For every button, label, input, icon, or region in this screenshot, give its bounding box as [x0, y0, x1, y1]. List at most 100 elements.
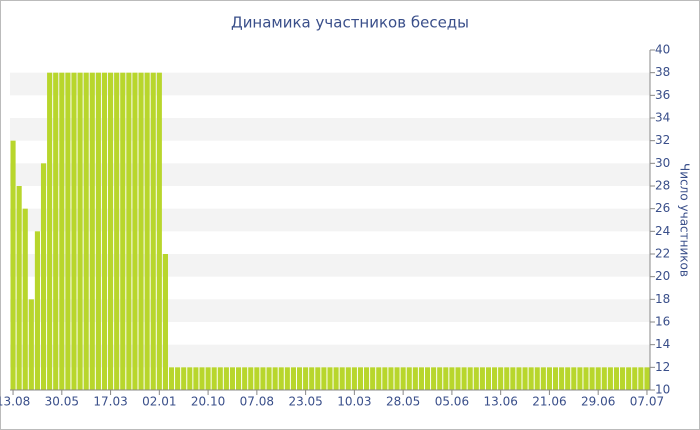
x-tick-label: 30.05 [45, 395, 79, 409]
grid-band [10, 72, 650, 96]
y-tick-label: 22 [655, 247, 670, 261]
bar [620, 367, 626, 390]
bar [552, 367, 559, 390]
bar [193, 367, 199, 390]
bar [321, 367, 327, 390]
x-tick-label: 07.07 [630, 395, 664, 409]
bar [47, 72, 53, 391]
bar [559, 367, 565, 390]
bar [394, 367, 400, 390]
bar [327, 367, 333, 390]
y-tick-label: 14 [655, 337, 670, 351]
bar [108, 72, 114, 391]
bar [303, 367, 309, 390]
bar [114, 72, 120, 391]
bar [168, 367, 175, 390]
bar [467, 367, 473, 390]
bar [638, 367, 644, 390]
bar [370, 367, 376, 390]
bar [150, 72, 156, 391]
y-tick-label: 36 [655, 88, 670, 102]
bar [28, 299, 34, 390]
bar [223, 367, 229, 390]
y-tick-label: 10 [655, 383, 670, 397]
bar [284, 367, 290, 390]
x-tick-label: 07.08 [240, 395, 274, 409]
bar [229, 367, 236, 390]
bar [498, 367, 504, 390]
bar [53, 72, 59, 391]
y-tick-label: 16 [655, 315, 670, 329]
x-tick-label: 10.03 [337, 395, 371, 409]
bar [473, 367, 479, 390]
y-tick-label: 32 [655, 133, 670, 147]
bar [595, 367, 601, 390]
y-tick-label: 20 [655, 269, 670, 283]
bar [534, 367, 540, 390]
bar [16, 186, 22, 390]
x-tick-label: 23.05 [288, 395, 322, 409]
chart-title: Динамика участников беседы [231, 14, 469, 32]
bar [278, 367, 284, 390]
bar [522, 367, 528, 390]
bar [485, 367, 492, 390]
bar [59, 72, 65, 391]
bar [211, 367, 217, 390]
bar [601, 367, 607, 390]
bar [77, 72, 83, 391]
bar [260, 367, 266, 390]
bar [455, 367, 461, 390]
bar [162, 254, 168, 390]
bar [333, 367, 339, 390]
x-tick-label: 13.06 [483, 395, 517, 409]
bar [126, 72, 132, 391]
bar [95, 72, 101, 391]
bar [510, 367, 516, 390]
bar [132, 72, 138, 391]
bar [205, 367, 211, 390]
bar [89, 72, 95, 391]
bar [412, 367, 418, 390]
bar [34, 231, 40, 390]
bar [449, 367, 455, 390]
bar [382, 367, 388, 390]
bar [187, 367, 193, 390]
bar [461, 367, 467, 390]
x-tick-label: 21.06 [532, 395, 566, 409]
bar [577, 367, 583, 390]
bar [181, 367, 187, 390]
bar [345, 367, 351, 390]
y-axis-title: Число участников [678, 163, 692, 277]
bar [431, 367, 437, 390]
bar [376, 367, 382, 390]
x-tick-label: 05.06 [435, 395, 469, 409]
bar [138, 72, 144, 391]
bar [315, 367, 321, 390]
bar [101, 72, 108, 391]
y-tick-label: 40 [655, 43, 670, 57]
y-tick-label: 12 [655, 360, 670, 374]
bar [272, 367, 278, 390]
bar [71, 72, 77, 391]
bar [406, 367, 412, 390]
grid-band [10, 118, 650, 141]
bar [357, 367, 364, 390]
bar [437, 367, 443, 390]
bar [199, 367, 205, 390]
bar [400, 367, 406, 390]
y-tick-label: 38 [655, 65, 670, 79]
bar [83, 72, 89, 391]
bar [236, 367, 242, 390]
bar [290, 367, 296, 390]
bar [571, 367, 577, 390]
bar [22, 208, 28, 390]
bar [65, 72, 71, 391]
bar [546, 367, 552, 390]
bar [626, 367, 632, 390]
bar [309, 367, 315, 390]
bar [492, 367, 498, 390]
bar [388, 367, 394, 390]
bar [144, 72, 150, 391]
y-tick-label: 26 [655, 201, 670, 215]
bar [242, 367, 248, 390]
